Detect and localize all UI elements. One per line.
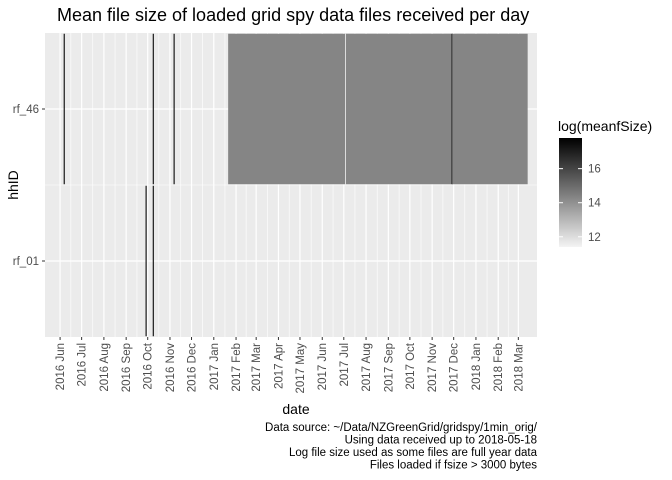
x-tick-label: 2017 Feb	[231, 343, 243, 392]
x-tick-label: 2017 Aug	[361, 343, 373, 392]
chart-caption: Data source: ~/Data/NZGreenGrid/gridspy/…	[265, 422, 538, 472]
heatmap-tile	[63, 33, 65, 185]
y-axis-title: hhID	[5, 170, 21, 200]
heatmap-tile	[451, 33, 453, 185]
x-tick-label: 2016 Oct	[143, 342, 155, 389]
legend-title: log(meanfSize)	[558, 118, 652, 134]
x-tick-label: 2017 May	[295, 343, 307, 394]
heatmap-tile	[345, 33, 347, 185]
heatmap-tile	[152, 33, 154, 185]
caption-line: Files loaded if fsize > 3000 bytes	[370, 460, 537, 472]
x-axis: 2016 Jun 2016 Jul 2016 Aug 2016 Sep 2016 Oct…	[55, 337, 525, 394]
y-axis: rf_01 rf_46	[13, 104, 45, 268]
x-tick-label: 2016 Nov	[165, 343, 177, 392]
chart-title: Mean file size of loaded grid spy data f…	[57, 5, 529, 25]
x-tick-label: 2016 Aug	[99, 343, 111, 392]
x-axis-title: date	[282, 401, 309, 417]
heatmap-tile	[152, 185, 154, 337]
x-tick-label: 2017 Jan	[209, 343, 221, 390]
legend-ticks: 12 14 16	[559, 164, 601, 244]
y-tick-label: rf_46	[13, 104, 39, 116]
legend-tick-label: 12	[588, 232, 601, 244]
legend-colorbar	[559, 138, 582, 247]
x-tick-label: 2018 Feb	[493, 343, 505, 392]
x-tick-label: 2017 Nov	[427, 343, 439, 392]
caption-line: Using data received up to 2018-05-18	[345, 435, 537, 447]
legend: log(meanfSize) 12 14 16	[558, 118, 652, 247]
caption-line: Data source: ~/Data/NZGreenGrid/gridspy/…	[265, 422, 538, 434]
x-tick-label: 2016 Jun	[55, 343, 67, 390]
x-tick-label: 2018 Mar	[513, 343, 525, 392]
y-tick-label: rf_01	[13, 256, 39, 268]
x-tick-label: 2017 Sep	[383, 343, 395, 392]
x-tick-label: 2016 Sep	[121, 343, 133, 392]
x-tick-label: 2017 Jun	[317, 343, 329, 390]
legend-tick-label: 16	[588, 164, 601, 176]
x-tick-label: 2017 Apr	[273, 343, 285, 389]
major-gridlines	[45, 33, 537, 337]
x-tick-label: 2018 Jan	[471, 343, 483, 390]
x-tick-label: 2017 Dec	[449, 343, 461, 392]
heatmap-tile	[452, 33, 528, 185]
x-tick-label: 2017 Jul	[339, 343, 351, 386]
caption-line: Log file size used as some files are ful…	[289, 447, 538, 459]
x-tick-label: 2017 Mar	[251, 343, 263, 392]
legend-tick-label: 14	[588, 198, 601, 210]
heatmap-tile	[173, 33, 175, 185]
x-tick-label: 2017 Oct	[405, 342, 417, 389]
heatmap-tile	[345, 33, 452, 185]
x-tick-label: 2016 Jul	[77, 343, 89, 386]
heatmap-tile	[228, 33, 346, 185]
heatmap-tiles	[63, 33, 528, 337]
x-tick-label: 2016 Dec	[187, 343, 199, 392]
heatmap-tile	[145, 185, 147, 337]
